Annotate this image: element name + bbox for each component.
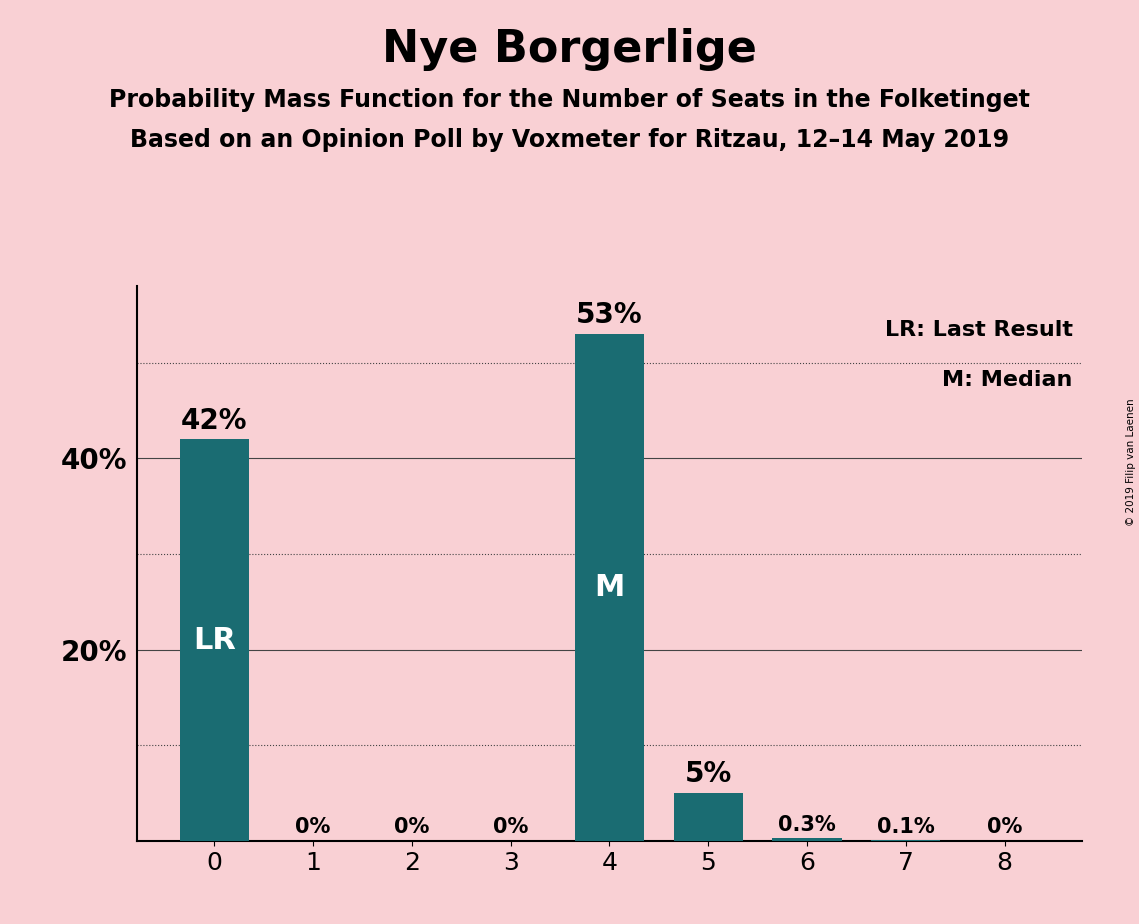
Text: 0.1%: 0.1% [877,817,935,837]
Bar [575,334,644,841]
Text: 5%: 5% [685,760,731,788]
Text: Nye Borgerlige: Nye Borgerlige [382,28,757,71]
Text: 0%: 0% [394,817,429,837]
Text: 0%: 0% [295,817,330,837]
Bar [772,838,842,841]
Text: M: Median: M: Median [942,370,1073,390]
Text: © 2019 Filip van Laenen: © 2019 Filip van Laenen [1126,398,1136,526]
Text: 0.3%: 0.3% [778,815,836,835]
Text: Probability Mass Function for the Number of Seats in the Folketinget: Probability Mass Function for the Number… [109,88,1030,112]
Text: 53%: 53% [576,301,642,330]
Text: Based on an Opinion Poll by Voxmeter for Ritzau, 12–14 May 2019: Based on an Opinion Poll by Voxmeter for… [130,128,1009,152]
Bar [673,793,743,841]
Text: LR: Last Result: LR: Last Result [885,320,1073,340]
Text: LR: LR [192,626,236,654]
Bar [180,440,248,841]
Text: 0%: 0% [493,817,528,837]
Text: M: M [595,573,624,602]
Text: 0%: 0% [986,817,1022,837]
Bar [871,840,941,841]
Text: 42%: 42% [181,407,247,434]
